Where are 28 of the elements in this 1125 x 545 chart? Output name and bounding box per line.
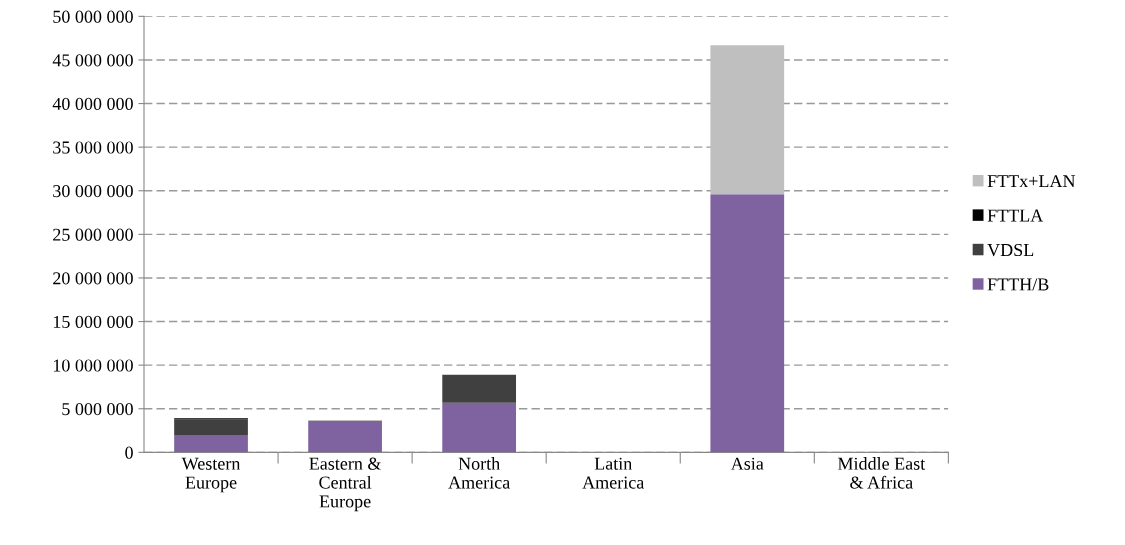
bar xyxy=(174,434,248,453)
y-tick-label: 30 000 000 xyxy=(53,185,133,198)
bar xyxy=(710,45,785,195)
y-tick-label: 5 000 000 xyxy=(62,403,133,416)
x-tick-label: North America xyxy=(448,457,510,489)
x-tick-label: Middle East & Africa xyxy=(837,457,926,489)
legend-label: FTTx+LAN xyxy=(987,175,1076,188)
bar xyxy=(174,419,248,435)
y-tick-label: 25 000 000 xyxy=(53,228,133,241)
legend-label: VDSL xyxy=(987,243,1034,257)
y-tick-label: 50 000 000 xyxy=(53,10,133,23)
y-tick-label: 15 000 000 xyxy=(53,315,133,328)
x-tick-label: Latin America xyxy=(582,457,645,489)
legend-label: FTTLA xyxy=(987,209,1044,222)
x-tick-label: Western Europe xyxy=(181,457,241,493)
bar xyxy=(710,194,785,453)
y-tick-label: 20 000 000 xyxy=(53,272,133,285)
y-tick-label: 35 000 000 xyxy=(53,141,133,154)
legend-label: FTTH/B xyxy=(987,278,1049,291)
y-tick-label: 0 xyxy=(125,446,133,459)
y-tick-label: 40 000 000 xyxy=(52,97,133,110)
x-tick-label: Asia xyxy=(730,457,764,470)
bar xyxy=(442,374,517,403)
x-tick-label: Eastern & Central Europe xyxy=(309,457,382,512)
y-tick-label: 45 000 000 xyxy=(52,54,133,67)
bar xyxy=(308,420,382,453)
bar xyxy=(442,402,517,453)
y-tick-label: 10 000 000 xyxy=(53,359,133,372)
